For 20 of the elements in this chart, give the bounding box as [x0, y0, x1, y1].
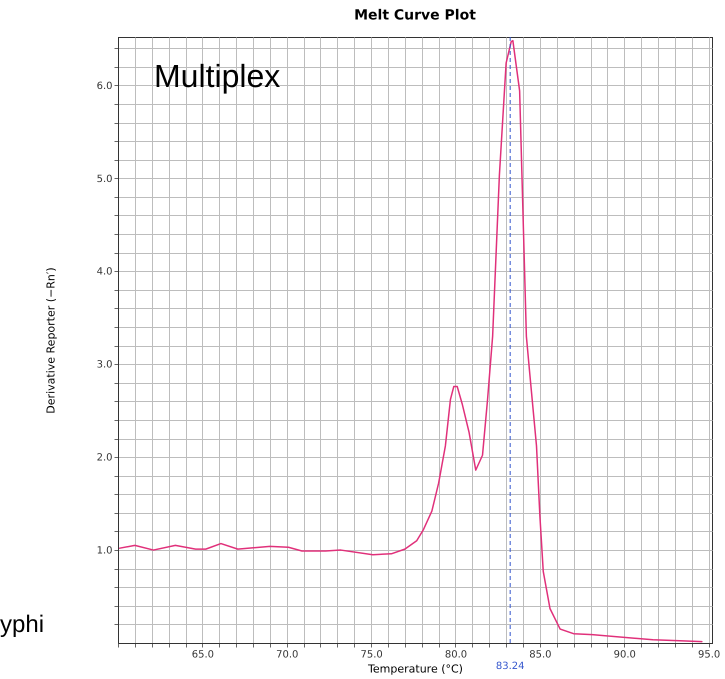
- ref-line-label: 83.24: [496, 661, 524, 672]
- y-tick-label: 6.0: [96, 80, 112, 92]
- x-tick-label: 70.0: [276, 650, 298, 660]
- x-tick-label: 75.0: [360, 650, 383, 660]
- chart-title: Melt Curve Plot: [354, 8, 476, 24]
- x-tick-label: 85.0: [529, 650, 552, 660]
- y-tick-label: 5.0: [96, 174, 112, 185]
- y-tick-label: 2.0: [96, 452, 112, 464]
- y-axis-title: Derivative Reporter (−Rn′): [44, 267, 58, 414]
- line-series: [118, 40, 703, 642]
- y-tick-label: 1.0: [96, 546, 112, 557]
- x-tick-label: 90.0: [614, 650, 636, 660]
- text: yphi: [0, 611, 44, 638]
- x-axis-title: Temperature (°C): [367, 662, 463, 676]
- y-tick-label: 4.0: [96, 266, 112, 278]
- x-tick-label: 65.0: [192, 650, 214, 660]
- x-tick-label: 95.0: [698, 650, 720, 660]
- annotation: Multiplex: [154, 58, 280, 94]
- x-tick-label: 80.0: [444, 650, 468, 660]
- y-tick-label: 3.0: [96, 360, 112, 371]
